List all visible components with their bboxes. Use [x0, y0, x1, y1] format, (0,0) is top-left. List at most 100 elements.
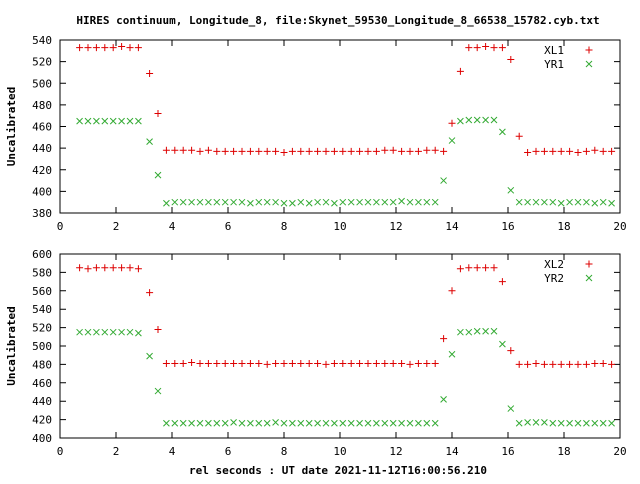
point-xl1-44: [448, 119, 456, 127]
point-xl1-47: [473, 44, 481, 52]
x-tick-label-2-10: 20: [613, 445, 626, 458]
legend-label-yr2: YR2: [544, 272, 564, 285]
point-yr2-48: [482, 327, 489, 335]
point-yr1-43: [440, 177, 447, 184]
point-yr1-58: [566, 198, 573, 206]
point-xl1-14: [196, 147, 204, 155]
point-xl2-40: [414, 359, 422, 367]
point-xl2-51: [507, 347, 515, 355]
point-xl1-21: [255, 147, 263, 155]
point-xl2-13: [188, 359, 196, 367]
point-yr1-31: [339, 198, 347, 206]
legend-label-xl2: XL2: [544, 258, 564, 271]
point-xl1-34: [364, 147, 372, 155]
point-yr1-60: [583, 198, 590, 206]
point-yr2-21: [255, 419, 263, 427]
x-tick-label-1-6: 12: [389, 220, 402, 233]
point-xl1-22: [263, 147, 271, 155]
point-xl1-12: [179, 146, 187, 154]
point-yr1-5: [118, 117, 125, 125]
point-xl1-35: [372, 147, 380, 155]
point-xl1-19: [238, 147, 246, 155]
point-yr1-48: [482, 116, 489, 124]
point-yr1-54: [532, 198, 540, 206]
point-xl2-47: [473, 264, 481, 272]
point-yr1-20: [247, 199, 254, 207]
point-yr1-36: [381, 198, 389, 206]
point-xl1-7: [134, 44, 142, 52]
point-xl2-61: [591, 359, 599, 367]
x-tick-label-2-0: 0: [57, 445, 64, 458]
y-tick-label-2-10: 600: [32, 248, 52, 261]
point-yr2-11: [171, 419, 179, 427]
point-yr2-43: [440, 396, 447, 403]
point-yr2-26: [297, 419, 305, 427]
point-yr1-27: [305, 199, 313, 207]
point-yr1-50: [499, 128, 506, 136]
point-yr2-32: [347, 419, 355, 427]
point-yr2-57: [557, 419, 565, 427]
point-xl1-2: [92, 44, 100, 52]
point-xl1-58: [566, 147, 574, 155]
point-yr1-29: [322, 198, 330, 206]
point-xl2-12: [179, 359, 187, 367]
point-xl2-26: [297, 359, 305, 367]
point-xl2-22: [263, 360, 271, 368]
point-yr1-28: [314, 198, 321, 206]
point-xl2-33: [356, 359, 364, 367]
x-tick-label-1-10: 20: [613, 220, 626, 233]
x-tick-label-2-3: 6: [225, 445, 232, 458]
point-xl1-33: [356, 147, 364, 155]
point-yr2-12: [179, 419, 187, 427]
point-xl1-1: [84, 44, 92, 52]
legend-label-yr1: YR1: [544, 58, 564, 71]
point-yr2-5: [118, 328, 125, 336]
point-yr1-46: [465, 116, 473, 124]
point-xl1-38: [398, 147, 406, 155]
point-xl1-49: [490, 44, 498, 52]
point-yr2-46: [465, 328, 473, 336]
point-yr2-36: [381, 419, 389, 427]
point-yr1-7: [135, 117, 142, 125]
point-xl2-38: [398, 359, 406, 367]
point-yr2-62: [599, 419, 607, 427]
point-yr1-53: [524, 198, 531, 206]
point-yr1-26: [297, 198, 305, 206]
y-tick-label-1-5: 480: [32, 99, 52, 112]
point-xl1-6: [126, 44, 134, 52]
point-xl2-45: [456, 265, 464, 273]
point-yr2-63: [608, 419, 615, 427]
point-yr2-13: [188, 419, 195, 427]
point-xl2-43: [440, 335, 448, 343]
point-yr2-58: [566, 419, 573, 427]
point-xl2-37: [389, 359, 397, 367]
point-yr1-21: [255, 198, 263, 206]
point-xl2-30: [330, 359, 338, 367]
point-yr2-44: [448, 350, 456, 358]
point-yr2-22: [263, 419, 271, 427]
point-yr2-10: [163, 419, 170, 427]
point-xl2-58: [566, 360, 574, 368]
x-tick-label-2-2: 4: [169, 445, 176, 458]
point-yr1-61: [591, 199, 599, 207]
point-xl1-53: [524, 148, 532, 156]
x-tick-label-1-7: 14: [445, 220, 459, 233]
point-yr1-44: [448, 137, 456, 144]
point-yr1-12: [179, 198, 187, 206]
point-yr1-57: [557, 199, 565, 207]
point-xl1-46: [465, 44, 473, 52]
point-xl1-16: [213, 147, 221, 155]
point-yr2-49: [490, 327, 498, 335]
point-xl2-42: [431, 359, 439, 367]
point-xl2-10: [162, 359, 170, 367]
point-yr1-3: [101, 117, 109, 125]
point-yr2-38: [398, 419, 405, 427]
point-xl2-1: [84, 265, 92, 273]
point-xl2-57: [557, 360, 565, 368]
point-xl1-5: [118, 42, 126, 50]
point-xl1-59: [574, 148, 582, 156]
y-tick-label-1-2: 420: [32, 164, 52, 177]
x-axis-label: rel seconds : UT date 2021-11-12T16:00:5…: [189, 464, 487, 477]
y-tick-label-2-7: 540: [32, 303, 52, 316]
